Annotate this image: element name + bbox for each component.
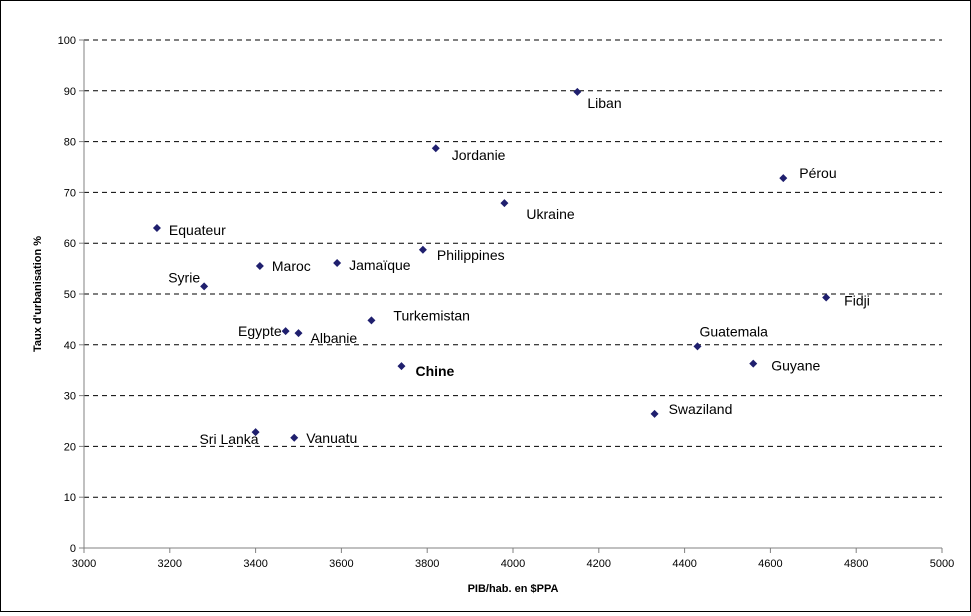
data-point (251, 428, 260, 437)
x-tick-label: 3800 (415, 558, 439, 570)
x-tick-label: 4200 (587, 558, 611, 570)
x-tick-label: 3000 (72, 558, 96, 570)
y-tick-label: 30 (64, 391, 76, 403)
y-tick-label: 10 (64, 492, 76, 504)
y-tick-label: 0 (70, 543, 76, 555)
data-point (200, 282, 209, 291)
point-label: Ukraine (526, 206, 574, 222)
y-tick-label: 80 (64, 137, 76, 149)
point-label: Jordanie (452, 147, 506, 163)
data-point (294, 329, 303, 338)
data-point (418, 245, 427, 254)
point-label: Chine (415, 363, 454, 379)
point-label: Philippines (437, 247, 505, 263)
x-tick-label: 5000 (930, 558, 954, 570)
data-point (573, 87, 582, 96)
point-label: Vanuatu (306, 430, 357, 446)
tick-labels: 0 10 20 30 40 50 60 70 80 90 100 3000 3200 3400 3600 38… (58, 35, 955, 570)
point-label: Fidji (844, 293, 870, 309)
y-tick-label: 40 (64, 340, 76, 352)
point-label: Maroc (272, 258, 311, 274)
x-tick-label: 3400 (243, 558, 267, 570)
point-label: Jamaïque (349, 257, 411, 273)
point-label: Pérou (799, 165, 836, 181)
point-label: Liban (587, 95, 621, 111)
data-point (333, 259, 342, 268)
x-tick-label: 3600 (329, 558, 353, 570)
data-point (397, 362, 406, 371)
data-point (152, 223, 161, 232)
point-label: Guyane (771, 358, 820, 374)
data-point (281, 327, 290, 336)
data-point (500, 199, 509, 208)
y-axis-title: Taux d'urbanisation % (32, 236, 44, 352)
axes (79, 39, 943, 553)
data-point (822, 293, 831, 302)
y-tick-label: 90 (64, 86, 76, 98)
x-tick-label: 4400 (672, 558, 696, 570)
point-label: Egypte (238, 323, 282, 339)
point-labels: Equateur Syrie Maroc Egypte Albanie Sri Lanka… (168, 95, 870, 447)
data-points (152, 87, 831, 442)
point-label: Syrie (168, 269, 200, 285)
x-tick-label: 4600 (758, 558, 782, 570)
y-tick-label: 20 (64, 441, 76, 453)
y-tick-label: 100 (58, 35, 76, 47)
data-point (367, 316, 376, 325)
data-point (650, 409, 659, 418)
y-tick-label: 70 (64, 187, 76, 199)
data-point (431, 144, 440, 153)
data-point (693, 342, 702, 351)
data-point (290, 433, 299, 442)
point-label: Equateur (169, 222, 226, 238)
point-label: Guatemala (699, 323, 768, 339)
data-point (779, 174, 788, 183)
point-label: Turkemistan (393, 307, 470, 323)
point-label: Swaziland (669, 401, 733, 417)
gridlines (84, 39, 942, 498)
x-tick-label: 3200 (158, 558, 182, 570)
x-tick-label: 4000 (501, 558, 525, 570)
x-tick-label: 4800 (844, 558, 868, 570)
point-label: Sri Lanka (199, 431, 258, 447)
y-tick-label: 60 (64, 238, 76, 250)
data-point (255, 262, 264, 271)
y-tick-label: 50 (64, 289, 76, 301)
x-axis-title: PIB/hab. en $PPA (468, 583, 559, 595)
point-label: Albanie (311, 330, 358, 346)
data-point (749, 359, 758, 368)
